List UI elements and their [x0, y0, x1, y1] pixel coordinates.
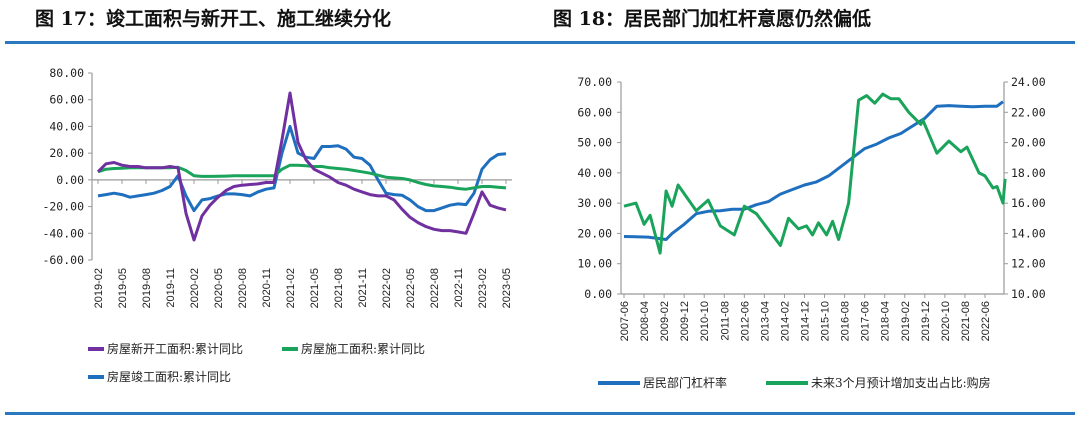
header-rule — [5, 41, 1075, 44]
left-series-line-2 — [97, 124, 507, 213]
left-y-tick-label: -40.00 — [42, 226, 84, 240]
right-y2-tick-label: 22.00 — [1011, 105, 1046, 119]
left-series-line-0 — [96, 91, 507, 242]
left-x-tick-label: 2021-08 — [333, 268, 345, 308]
right-y2-tick-label: 12.00 — [1011, 257, 1046, 271]
right-series-line-1 — [623, 92, 1007, 255]
left-x-tick-label: 2020-08 — [237, 268, 249, 308]
right-y-tick-label: 20.00 — [577, 226, 612, 240]
left-x-tick-label: 2022-02 — [381, 268, 393, 308]
right-x-tick-label: 2007-06 — [619, 301, 631, 341]
right-y2-tick-label: 20.00 — [1011, 136, 1046, 150]
right-x-tick-label: 2019-12 — [920, 301, 932, 341]
right-y-tick-label: 10.00 — [577, 257, 612, 271]
right-y2-tick-label: 14.00 — [1011, 226, 1046, 240]
right-y-tick-label: 60.00 — [577, 105, 612, 119]
left-y-tick-label: 0.00 — [56, 173, 84, 187]
right-y-tick-label: 0.00 — [584, 287, 612, 301]
right-y-tick-label: 50.00 — [577, 136, 612, 150]
left-x-tick-label: 2023-02 — [477, 268, 489, 308]
right-x-tick-label: 2014-12 — [800, 301, 812, 341]
left-x-tick-label: 2023-05 — [501, 268, 513, 308]
right-x-tick-label: 2008-04 — [639, 301, 651, 341]
right-y2-tick-label: 24.00 — [1011, 75, 1046, 89]
right-x-tick-label: 2022-06 — [980, 301, 992, 341]
left-y-tick-label: -60.00 — [42, 253, 84, 267]
right-x-tick-label: 2009-02 — [659, 301, 671, 341]
right-x-tick-label: 2017-06 — [860, 301, 872, 341]
right-y2-tick-label: 10.00 — [1011, 287, 1046, 301]
left-x-tick-label: 2019-11 — [165, 268, 177, 308]
right-x-tick-label: 2020-10 — [940, 301, 952, 341]
right-y-tick-label: 30.00 — [577, 196, 612, 210]
left-legend-label: 房屋竣工面积:累计同比 — [107, 369, 231, 384]
left-y-tick-label: 60.00 — [49, 93, 84, 107]
right-legend-label: 未来3个月预计增加支出占比:购房 — [811, 375, 991, 390]
left-y-tick-label: 80.00 — [49, 66, 84, 80]
left-legend-label: 房屋施工面积:累计同比 — [301, 341, 425, 356]
left-y-tick-label: -20.00 — [42, 200, 84, 214]
left-x-tick-label: 2019-08 — [141, 268, 153, 308]
left-x-tick-label: 2020-05 — [213, 268, 225, 308]
right-y2-tick-label: 16.00 — [1011, 196, 1046, 210]
footer-rule — [5, 412, 1075, 415]
left-legend-label: 房屋新开工面积:累计同比 — [107, 341, 243, 356]
right-x-tick-label: 2012-06 — [739, 301, 751, 341]
right-x-tick-label: 2019-02 — [900, 301, 912, 341]
left-x-tick-label: 2019-05 — [117, 268, 129, 308]
right-x-tick-label: 2013-04 — [759, 301, 771, 341]
right-x-tick-label: 2009-12 — [679, 301, 691, 341]
left-y-tick-label: 40.00 — [49, 119, 84, 133]
left-x-tick-label: 2022-08 — [429, 268, 441, 308]
right-y-tick-label: 70.00 — [577, 75, 612, 89]
right-x-tick-label: 2010-10 — [699, 301, 711, 341]
right-y-tick-label: 40.00 — [577, 166, 612, 180]
right-legend-label: 居民部门杠杆率 — [643, 375, 727, 390]
right-x-tick-label: 2015-10 — [820, 301, 832, 341]
left-x-tick-label: 2022-11 — [453, 268, 465, 308]
right-x-tick-label: 2016-08 — [840, 301, 852, 341]
left-x-tick-label: 2021-11 — [357, 268, 369, 308]
right-series-line-0 — [623, 100, 1004, 241]
right-x-tick-label: 2021-08 — [960, 301, 972, 341]
left-x-tick-label: 2021-05 — [309, 268, 321, 308]
left-chart-title: 图 17：竣工面积与新开工、施工继续分化 — [35, 8, 392, 30]
right-chart-title: 图 18：居民部门加杠杆意愿仍然偏低 — [553, 8, 872, 30]
left-x-tick-label: 2021-02 — [285, 268, 297, 308]
right-y2-tick-label: 18.00 — [1011, 166, 1046, 180]
left-y-tick-label: 20.00 — [49, 146, 84, 160]
left-x-tick-label: 2019-02 — [93, 268, 105, 308]
left-x-tick-label: 2020-02 — [189, 268, 201, 308]
left-x-tick-label: 2020-11 — [261, 268, 273, 308]
right-x-tick-label: 2018-04 — [880, 301, 892, 341]
right-x-tick-label: 2011-08 — [719, 301, 731, 341]
right-x-tick-label: 2014-02 — [779, 301, 791, 341]
left-x-tick-label: 2022-05 — [405, 268, 417, 308]
